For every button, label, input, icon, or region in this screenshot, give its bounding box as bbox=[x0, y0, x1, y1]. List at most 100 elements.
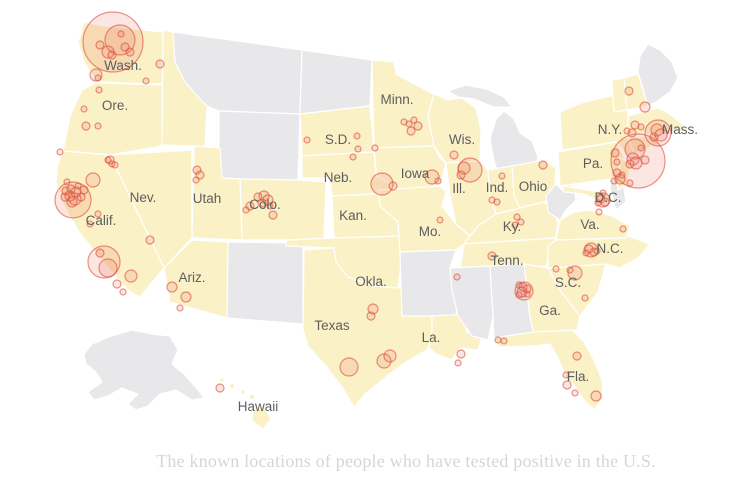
state-label-ga: Ga. bbox=[539, 303, 561, 318]
case-circle bbox=[371, 144, 379, 152]
case-circle bbox=[517, 218, 525, 226]
state-labels-layer: Wash. Ore. Calif. Nev. Utah Ariz. Colo. S.D. Neb… bbox=[86, 58, 698, 414]
state-label-okla: Okla. bbox=[355, 274, 387, 289]
case-circle bbox=[180, 291, 192, 303]
case-circle bbox=[192, 165, 202, 175]
state-maine bbox=[637, 43, 679, 107]
case-circle bbox=[610, 177, 618, 185]
state-fla bbox=[493, 329, 604, 411]
case-circle bbox=[166, 281, 178, 293]
case-circle bbox=[339, 357, 359, 377]
case-circle bbox=[95, 40, 105, 50]
state-label-kan: Kan. bbox=[339, 208, 367, 223]
state-mich_up bbox=[447, 84, 513, 108]
state-label-texas: Texas bbox=[314, 318, 350, 333]
case-circle bbox=[494, 336, 502, 344]
state-ariz bbox=[163, 239, 229, 319]
case-circle bbox=[303, 136, 311, 144]
case-circle bbox=[215, 383, 225, 393]
case-circle bbox=[95, 248, 105, 258]
case-circle bbox=[562, 380, 572, 390]
case-circle bbox=[86, 220, 94, 228]
case-circle bbox=[107, 50, 117, 60]
state-alaska bbox=[83, 329, 205, 411]
case-circle bbox=[515, 281, 523, 289]
case-circle bbox=[513, 213, 521, 221]
state-label-neb: Neb. bbox=[324, 170, 353, 185]
case-circle bbox=[89, 68, 103, 82]
state-label-colo: Colo. bbox=[249, 197, 281, 212]
state-nd bbox=[299, 49, 373, 115]
case-circle bbox=[94, 74, 102, 82]
case-circle bbox=[493, 198, 501, 206]
case-circle bbox=[567, 265, 583, 281]
state-label-calif: Calif. bbox=[86, 213, 117, 228]
case-circle bbox=[456, 170, 466, 180]
case-circle bbox=[434, 177, 442, 185]
state-wis bbox=[427, 93, 482, 164]
state-label-va: Va. bbox=[580, 217, 599, 232]
state-label-wis: Wis. bbox=[449, 132, 475, 147]
case-circle bbox=[108, 160, 116, 168]
case-circle bbox=[623, 127, 631, 135]
state-label-mo: Mo. bbox=[419, 224, 442, 239]
case-circle bbox=[626, 179, 634, 187]
state-va bbox=[555, 209, 631, 241]
case-circle bbox=[354, 145, 362, 153]
case-circle bbox=[257, 198, 267, 208]
case-circle bbox=[117, 30, 125, 38]
case-circle bbox=[366, 311, 376, 321]
case-circle bbox=[124, 269, 138, 283]
case-circle bbox=[242, 206, 250, 214]
case-circle bbox=[192, 176, 200, 184]
state-label-sc: S.C. bbox=[555, 275, 581, 290]
state-label-ny: N.Y. bbox=[598, 122, 623, 137]
state-calif bbox=[55, 150, 165, 298]
case-circle bbox=[195, 170, 205, 180]
case-circle bbox=[637, 123, 645, 131]
state-label-ariz: Ariz. bbox=[179, 270, 206, 285]
case-circle bbox=[599, 189, 607, 197]
case-circle bbox=[538, 160, 548, 170]
case-circle bbox=[562, 371, 570, 379]
case-circle bbox=[268, 210, 278, 220]
case-circle bbox=[94, 122, 102, 130]
case-circle bbox=[449, 150, 459, 160]
case-circle bbox=[388, 181, 398, 191]
case-circle bbox=[74, 182, 82, 190]
case-circle bbox=[594, 199, 602, 207]
state-hi_molokai bbox=[240, 389, 246, 395]
case-circle bbox=[625, 159, 635, 169]
case-circle bbox=[552, 265, 560, 273]
case-circle bbox=[639, 101, 651, 113]
state-label-minn: Minn. bbox=[380, 92, 413, 107]
state-hi_kauai bbox=[219, 377, 225, 383]
case-circle bbox=[405, 120, 413, 128]
case-circle bbox=[523, 290, 531, 298]
case-circle bbox=[566, 266, 574, 274]
state-label-fla: Fla. bbox=[567, 369, 590, 384]
state-label-dc: D.C. bbox=[595, 190, 622, 205]
case-circle bbox=[624, 86, 634, 96]
case-circle bbox=[63, 178, 71, 186]
case-circle bbox=[613, 158, 621, 166]
state-texas bbox=[302, 247, 434, 408]
case-circle bbox=[85, 172, 101, 188]
case-circle bbox=[522, 284, 532, 294]
case-circle bbox=[453, 273, 461, 281]
state-label-ill: Ill. bbox=[452, 181, 466, 196]
case-circle bbox=[98, 258, 118, 278]
case-circle bbox=[155, 59, 165, 69]
case-circle bbox=[498, 172, 506, 180]
case-circle bbox=[112, 279, 122, 289]
state-hi_big_island bbox=[251, 406, 272, 430]
case-circle bbox=[595, 192, 611, 208]
case-circle bbox=[56, 148, 64, 156]
case-circle bbox=[66, 196, 78, 208]
state-label-hawaii: Hawaii bbox=[238, 399, 279, 414]
case-circle bbox=[120, 42, 130, 52]
case-circle bbox=[413, 121, 423, 131]
state-label-sd: S.D. bbox=[325, 132, 351, 147]
state-hi_oahu bbox=[228, 382, 236, 390]
